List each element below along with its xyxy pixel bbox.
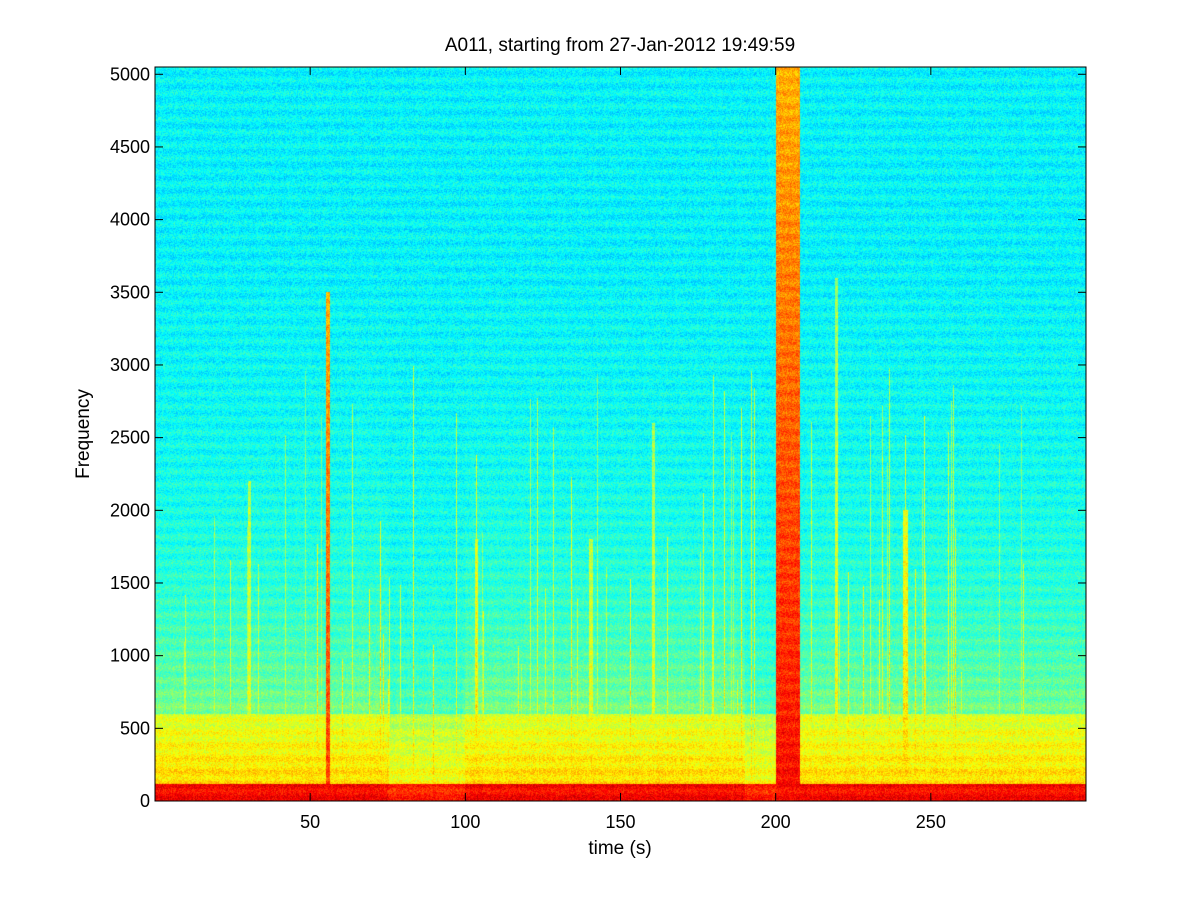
x-tick-label: 200 [761, 812, 791, 832]
y-tick-label: 5000 [110, 64, 150, 84]
y-tick-label: 2000 [110, 500, 150, 520]
y-axis: 0 500 1000 1500 2000 2500 3000 3500 4000 4500 5000 [110, 64, 1086, 811]
x-axis: 50 100 150 200 250 [300, 67, 946, 832]
y-axis-label: Frequency [73, 389, 94, 479]
y-tick-label: 2500 [110, 428, 150, 448]
x-tick-label: 50 [300, 812, 320, 832]
y-tick-label: 3000 [110, 355, 150, 375]
y-tick-label: 500 [120, 718, 150, 738]
spectrogram-image [155, 67, 1086, 801]
chart-title: A011, starting from 27-Jan-2012 19:49:59 [445, 35, 795, 56]
y-tick-label: 1000 [110, 646, 150, 666]
plot-area [154, 66, 1087, 802]
y-tick-label: 4000 [110, 210, 150, 230]
x-axis-label: time (s) [588, 838, 651, 859]
y-tick-label: 0 [140, 791, 150, 811]
y-tick-label: 3500 [110, 282, 150, 302]
x-tick-label: 100 [450, 812, 480, 832]
y-tick-label: 4500 [110, 137, 150, 157]
x-tick-label: 250 [916, 812, 946, 832]
x-tick-label: 150 [605, 812, 635, 832]
y-tick-label: 1500 [110, 573, 150, 593]
